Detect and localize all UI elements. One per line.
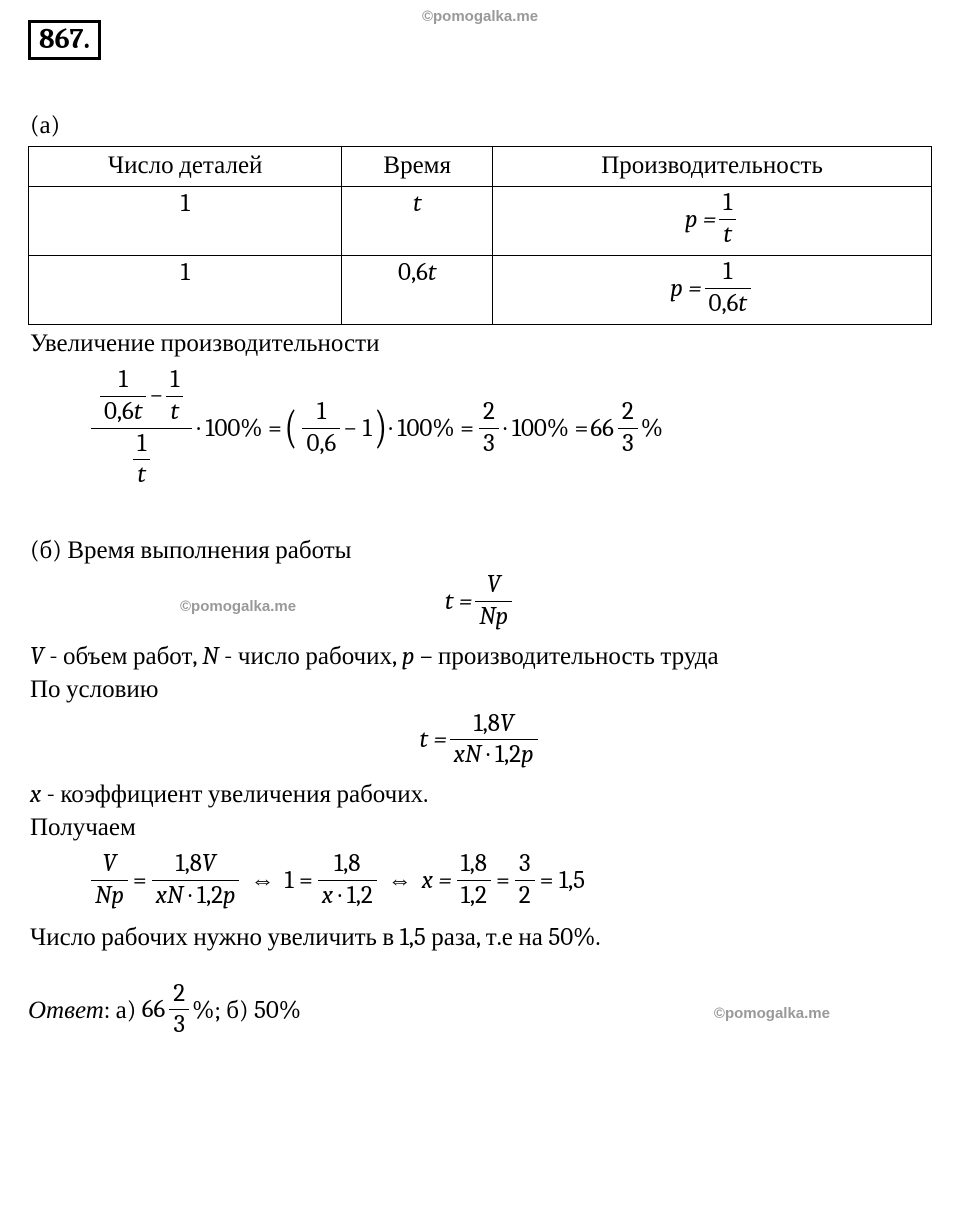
cell-count: 1 bbox=[29, 187, 342, 256]
cell-count: 1 bbox=[29, 256, 342, 325]
den: Np bbox=[475, 602, 512, 632]
den: 3 bbox=[479, 429, 499, 459]
we-get: Получаем bbox=[30, 813, 932, 842]
p-den: 0,6t bbox=[705, 289, 751, 319]
table-row: 1 t p = 1 t bbox=[29, 187, 932, 256]
num: 1,8V bbox=[450, 710, 538, 741]
var-definitions: V - объем работ, N - число рабочих, p – … bbox=[30, 642, 932, 671]
table-header-row: Число деталей Время Производительность bbox=[29, 147, 932, 187]
problem-number: 867. bbox=[39, 23, 90, 55]
x-definition: x - коэффициент увеличения рабочих. bbox=[30, 780, 932, 809]
p-den: t bbox=[719, 220, 736, 250]
watermark-bot: ©pomogalka.me bbox=[714, 1005, 830, 1022]
watermark-top: ©pomogalka.me bbox=[422, 8, 538, 25]
time-val: 0,6t bbox=[398, 258, 436, 287]
cell-productivity: p = 1 t bbox=[493, 187, 932, 256]
den: Np bbox=[91, 881, 128, 911]
eq-sign-2: = bbox=[496, 866, 510, 895]
den: x · 1,2 bbox=[318, 881, 377, 911]
table-row: 1 0,6t p = 1 0,6t bbox=[29, 256, 932, 325]
den: 3 bbox=[618, 429, 638, 459]
eq-t-vnp: t = V Np bbox=[28, 571, 932, 632]
one-eq: 1 = bbox=[284, 866, 312, 895]
eq-chain: V Np = 1,8V xN · 1,2p ⇔ 1 = 1,8 x · 1,2 … bbox=[88, 850, 932, 911]
conclusion: Число рабочих нужно увеличить в 1,5 раза… bbox=[30, 923, 932, 952]
num: 1 bbox=[166, 366, 183, 397]
minus-one: − 1 bbox=[343, 414, 371, 443]
eq-t-condition: t = 1,8V xN · 1,2p bbox=[28, 710, 932, 771]
num: 2 bbox=[479, 398, 499, 429]
num: 1 bbox=[100, 366, 146, 397]
den: t bbox=[166, 397, 183, 427]
answer-a-value: 6623 bbox=[142, 980, 192, 1041]
p-lhs: p = bbox=[670, 274, 701, 303]
whole: 66 bbox=[142, 995, 166, 1024]
num: 1,8 bbox=[318, 850, 377, 881]
mul-100-1: · 100% = bbox=[197, 414, 282, 443]
p-num: 1 bbox=[719, 189, 736, 220]
col-header-count: Число деталей bbox=[29, 147, 342, 187]
answer-b: б) 50% bbox=[226, 995, 301, 1024]
num: V bbox=[91, 850, 128, 881]
den: 0,6t bbox=[100, 397, 146, 427]
whole: 66 bbox=[590, 414, 614, 443]
num: V bbox=[475, 571, 512, 602]
percent: % bbox=[641, 414, 663, 443]
cell-time: t bbox=[342, 187, 493, 256]
cell-productivity: p = 1 0,6t bbox=[493, 256, 932, 325]
by-condition: По условию bbox=[30, 675, 932, 704]
num: 1 bbox=[133, 430, 150, 461]
num: 2 bbox=[169, 980, 189, 1011]
problem-number-box: 867. bbox=[28, 20, 101, 60]
den: 1,2 bbox=[457, 881, 491, 911]
den: t bbox=[133, 460, 150, 490]
num: 3 bbox=[515, 850, 535, 881]
x-eq: x = bbox=[422, 866, 452, 895]
answer-a-prefix: : а) bbox=[104, 995, 142, 1024]
num: 1,8 bbox=[457, 850, 491, 881]
col-header-time: Время bbox=[342, 147, 493, 187]
lhs: t = bbox=[445, 587, 472, 616]
productivity-table: Число деталей Время Производительность 1… bbox=[28, 146, 932, 325]
paren-left: ( bbox=[285, 410, 297, 447]
num: 2 bbox=[618, 398, 638, 429]
iff-1: ⇔ bbox=[250, 866, 274, 895]
part-a-equation: 1 0,6t − 1 t 1 t · 100% = ( 1 0,6 − 1 ) bbox=[88, 366, 932, 490]
col-header-productivity: Производительность bbox=[493, 147, 932, 187]
cell-time: 0,6t bbox=[342, 256, 493, 325]
eq-final: = 1,5 bbox=[540, 866, 585, 895]
den: 3 bbox=[169, 1010, 189, 1040]
big-fraction: 1 0,6t − 1 t 1 t bbox=[91, 366, 192, 490]
mul-100-2: · 100% = bbox=[389, 414, 474, 443]
lhs: t = bbox=[420, 725, 447, 754]
part-b-label: (б) Время выполнения работы bbox=[30, 536, 932, 565]
num: 1,8V bbox=[152, 850, 240, 881]
result-mixed: 66 2 3 bbox=[590, 398, 640, 459]
answer-a-pct: %; bbox=[192, 995, 226, 1024]
watermark-mid: ©pomogalka.me bbox=[180, 598, 296, 615]
den: 2 bbox=[515, 881, 535, 911]
den: xN · 1,2p bbox=[450, 740, 538, 770]
answer-label: Ответ bbox=[28, 995, 104, 1024]
paren-right: ) bbox=[374, 410, 386, 447]
p-lhs: p = bbox=[685, 205, 716, 234]
num: 1 bbox=[302, 398, 340, 429]
den: xN · 1,2p bbox=[152, 881, 240, 911]
p-num: 1 bbox=[705, 258, 751, 289]
mul-100-3: · 100% = bbox=[504, 414, 589, 443]
iff-2: ⇔ bbox=[388, 866, 412, 895]
eq-sign: = bbox=[133, 866, 147, 895]
minus: − bbox=[149, 382, 163, 411]
part-a-label: (а) bbox=[30, 111, 932, 140]
den: 0,6 bbox=[302, 429, 340, 459]
increase-label: Увеличение производительности bbox=[30, 329, 932, 358]
